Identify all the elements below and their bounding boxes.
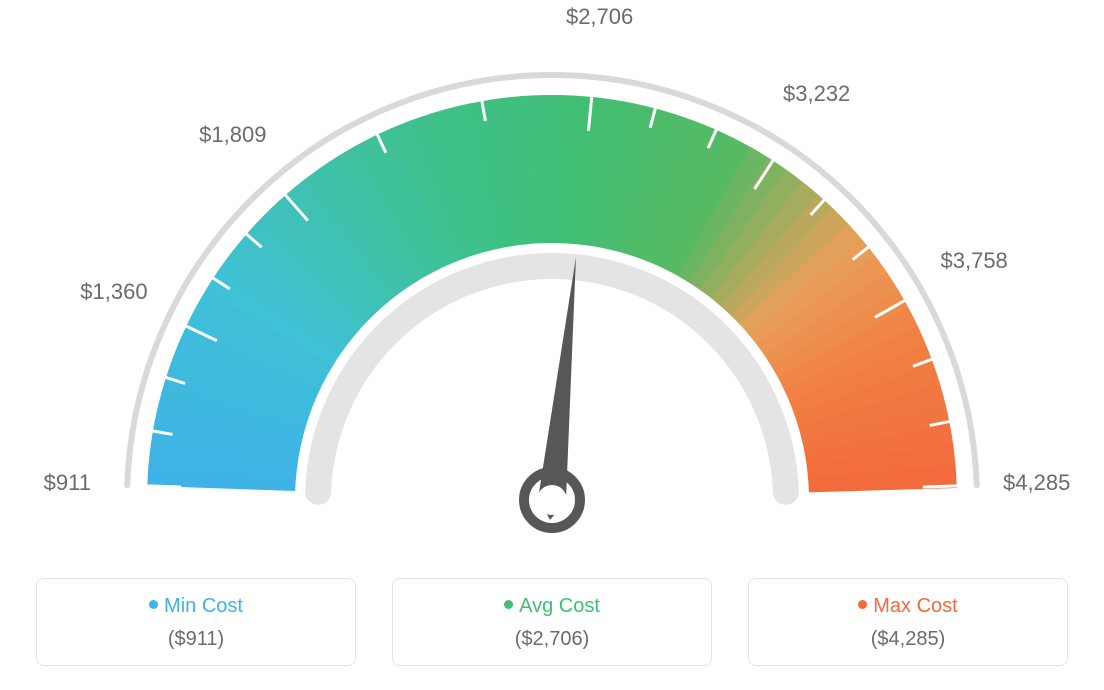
gauge-chart: $911 $1,360 $1,809 $2,706 $3,232 $3,758 $4,285: [0, 0, 1104, 560]
tick-label: $1,809: [199, 122, 266, 148]
legend-card-max: Max Cost ($4,285): [748, 578, 1068, 666]
legend-title-min: Min Cost: [37, 595, 355, 618]
dot-icon: [149, 600, 158, 609]
major-tick: [923, 486, 957, 487]
legend-title-text: Avg Cost: [519, 595, 600, 617]
legend-value-min: ($911): [37, 628, 355, 651]
gauge-svg: [0, 0, 1104, 560]
legend-title-text: Max Cost: [873, 595, 957, 617]
legend-title-max: Max Cost: [749, 595, 1067, 618]
legend-card-min: Min Cost ($911): [36, 578, 356, 666]
tick-label: $2,706: [566, 4, 633, 30]
tick-label: $4,285: [1003, 470, 1070, 496]
legend-value-max: ($4,285): [749, 628, 1067, 651]
tick-label: $911: [44, 470, 91, 496]
legend-title-text: Min Cost: [164, 595, 243, 617]
tick-label: $1,360: [80, 279, 147, 305]
dot-icon: [504, 600, 513, 609]
legend-card-avg: Avg Cost ($2,706): [392, 578, 712, 666]
tick-label: $3,758: [941, 248, 1008, 274]
tick-label: $3,232: [783, 81, 850, 107]
dot-icon: [858, 600, 867, 609]
major-tick: [147, 486, 181, 487]
legend-row: Min Cost ($911) Avg Cost ($2,706) Max Co…: [0, 578, 1104, 666]
needle-hub-inner: [537, 485, 567, 515]
legend-title-avg: Avg Cost: [393, 595, 711, 618]
legend-value-avg: ($2,706): [393, 628, 711, 651]
